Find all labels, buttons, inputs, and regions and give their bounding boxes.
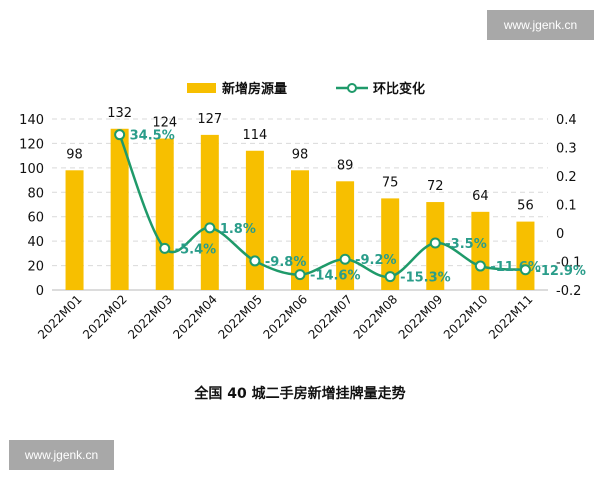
bar-value-label: 72 [427, 179, 444, 194]
line-marker [114, 129, 126, 141]
line-value-label: -15.3% [400, 271, 451, 286]
line-marker [519, 264, 531, 276]
x-axis-tick: 2022M10 [441, 292, 491, 342]
left-axis-tick: 60 [27, 211, 44, 226]
x-axis-tick: 2022M04 [170, 292, 220, 342]
left-axis-tick: 0 [36, 284, 44, 299]
bar [110, 128, 129, 290]
bar [155, 138, 174, 290]
x-axis-tick: 2022M08 [351, 292, 401, 342]
line-marker [429, 237, 441, 249]
watermark-top-right: www.jgenk.cn [487, 10, 594, 40]
x-axis: 2022M012022M022022M032022M042022M052022M… [35, 292, 536, 342]
line-marker [339, 253, 351, 265]
bar-value-label: 127 [197, 112, 222, 127]
bar-value-label: 132 [107, 106, 132, 121]
bar-value-label: 89 [337, 158, 354, 173]
line-value-label: 34.5% [130, 129, 175, 144]
bar-value-label: 124 [152, 116, 177, 131]
legend: 新增房源量 环比变化 [187, 81, 425, 97]
bar [336, 181, 355, 290]
line-marker [204, 222, 216, 234]
bar [516, 221, 535, 290]
left-axis-tick: 20 [27, 260, 44, 275]
chart-title: 全国 40 城二手房新增挂牌量走势 [194, 386, 406, 402]
line-marker [294, 269, 306, 281]
bar-value-label: 114 [242, 128, 267, 143]
legend-line-label: 环比变化 [373, 81, 425, 97]
right-axis-tick: 0.2 [556, 170, 577, 185]
line-marker [249, 255, 261, 267]
right-axis-tick: 0.3 [556, 142, 577, 157]
right-axis-tick: -0.1 [556, 256, 581, 271]
x-axis-tick: 2022M09 [396, 292, 446, 342]
x-axis-tick: 2022M06 [261, 292, 311, 342]
x-axis-tick: 2022M07 [306, 292, 356, 342]
right-axis: -0.2 -0.1 0 0.1 0.2 0.3 0.4 [556, 113, 581, 299]
bar [245, 150, 264, 290]
x-axis-tick: 2022M02 [80, 292, 130, 342]
line-marker [384, 271, 396, 283]
x-axis-tick: 2022M11 [486, 292, 536, 342]
right-axis-tick: 0.1 [556, 199, 577, 214]
bar-value-label: 64 [472, 189, 489, 204]
line-value-label: -9.2% [355, 253, 396, 268]
line-marker [159, 242, 171, 254]
left-axis: 0 20 40 60 80 100 120 140 [19, 113, 44, 299]
line-marker [474, 260, 486, 272]
right-axis-tick: 0 [556, 227, 564, 242]
bar [471, 211, 490, 290]
line-value-label: -3.5% [445, 237, 486, 252]
left-axis-tick: 140 [19, 113, 44, 128]
line-value-label: -11.6% [490, 260, 541, 275]
right-axis-tick: -0.2 [556, 284, 581, 299]
line-value-label: -9.8% [265, 255, 306, 270]
line-value-label: -12.9% [535, 264, 586, 279]
legend-bar-swatch [187, 83, 216, 93]
x-axis-tick: 2022M05 [215, 292, 265, 342]
line-series: 34.5% -5.4% 1.8% -9.8% -14.6%-9.2% -15.3% -3.5… [114, 129, 586, 286]
chart: 新增房源量 环比变化 0 20 40 60 80 100 120 140 -0.2 -0.1 0 0.… [19, 81, 586, 342]
bar-value-label: 98 [292, 147, 309, 162]
legend-bar-label: 新增房源量 [222, 81, 287, 97]
bar-value-label: 98 [66, 147, 83, 162]
watermark-bottom-left: www.jgenk.cn [9, 440, 114, 470]
bar-value-label: 56 [517, 199, 534, 214]
line-value-label: -14.6% [310, 269, 361, 284]
legend-marker-icon [347, 83, 357, 93]
bar [200, 134, 219, 290]
bar-value-label: 75 [382, 175, 399, 190]
bar-series: 98 132 124 127 114 98 89 75 72 64 56 [65, 106, 535, 290]
x-axis-tick: 2022M01 [35, 292, 85, 342]
line-value-label: -5.4% [175, 242, 216, 257]
bar [291, 170, 309, 290]
bar [65, 170, 84, 290]
left-axis-tick: 40 [27, 235, 44, 250]
bar [381, 198, 400, 290]
line-value-label: 1.8% [220, 222, 256, 237]
left-axis-tick: 80 [27, 186, 44, 201]
left-axis-tick: 100 [19, 162, 44, 177]
left-axis-tick: 120 [19, 137, 44, 152]
right-axis-tick: 0.4 [556, 113, 577, 128]
x-axis-tick: 2022M03 [125, 292, 175, 342]
